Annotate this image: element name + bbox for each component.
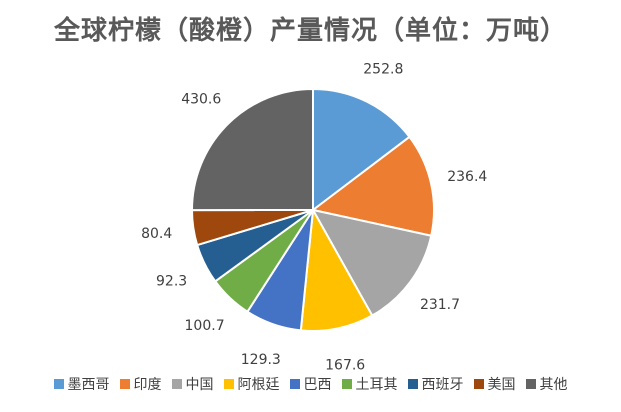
legend-label-2: 中国 [185,377,214,393]
legend-label-1: 印度 [133,377,162,393]
legend-item-2: 中国 [171,374,214,394]
legend-swatch-2 [171,379,182,389]
pie-slice-3 [299,206,374,332]
legend-label-0: 墨西哥 [67,377,110,393]
legend-swatch-6 [407,379,418,389]
legend-swatch-5 [341,379,352,389]
data-label-4: 129.3 [241,352,281,368]
pie-slice-1 [310,135,435,237]
legend-label-7: 美国 [487,377,516,393]
legend-swatch-1 [119,379,130,389]
data-label-5: 100.7 [185,318,225,334]
legend-item-0: 墨西哥 [53,374,110,394]
legend-item-8: 其他 [525,374,568,394]
legend-label-4: 巴西 [303,377,332,393]
chart-title: 全球柠檬（酸橙）产量情况（单位：万吨） [53,16,567,46]
legend-swatch-0 [53,379,64,389]
legend: 墨西哥 印度 中国 阿根廷 巴西 土耳其 西班牙 美国 其他 [0,374,621,394]
legend-label-5: 土耳其 [355,377,398,393]
legend-item-3: 阿根廷 [223,374,280,394]
legend-item-6: 西班牙 [407,374,464,394]
data-label-8: 430.6 [181,91,221,107]
legend-label-6: 西班牙 [421,377,464,393]
data-label-6: 92.3 [156,273,187,289]
pie-slice-0 [312,87,411,213]
data-label-2: 231.7 [420,297,460,313]
legend-label-8: 其他 [539,377,568,393]
legend-swatch-4 [289,379,300,389]
data-label-7: 80.4 [141,226,172,242]
pie-slice-2 [311,208,433,317]
legend-item-5: 土耳其 [341,374,398,394]
data-label-0: 252.8 [363,62,403,78]
legend-label-3: 阿根廷 [237,377,280,393]
data-label-3: 167.6 [325,358,365,374]
legend-swatch-8 [525,379,536,389]
legend-item-7: 美国 [473,374,516,394]
legend-swatch-7 [473,379,484,389]
legend-swatch-3 [223,379,234,389]
pie-slice-8 [190,87,314,212]
legend-item-4: 巴西 [289,374,332,394]
legend-item-1: 印度 [119,374,162,394]
data-label-1: 236.4 [447,169,487,185]
